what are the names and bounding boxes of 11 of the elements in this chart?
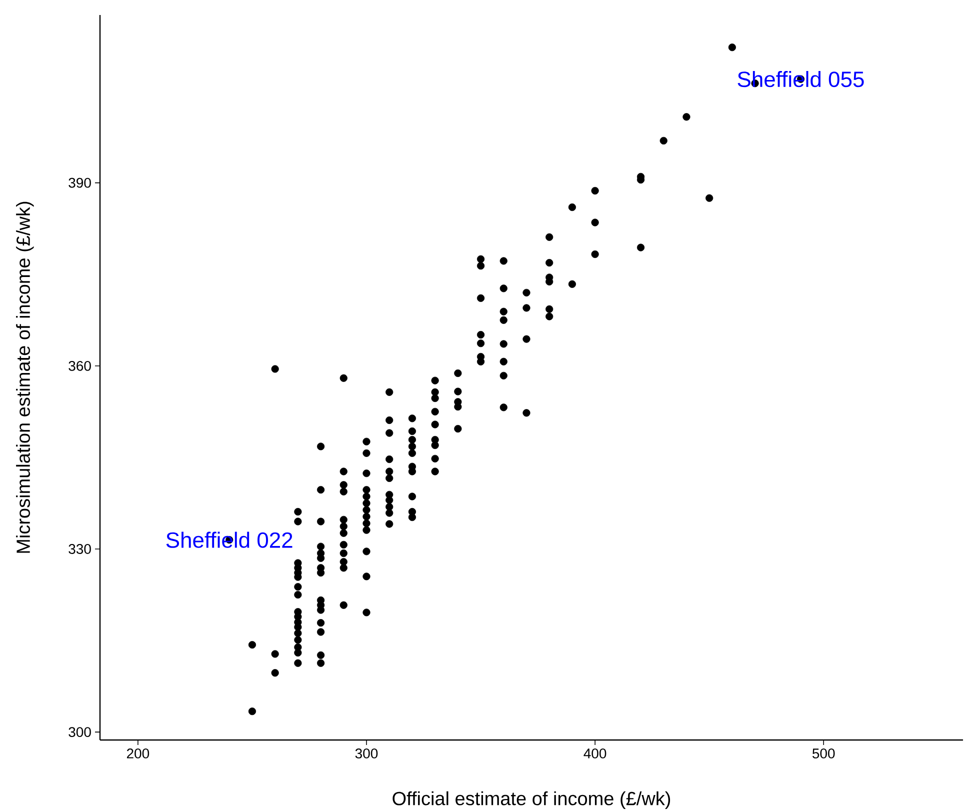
annotation: Sheffield 022 — [166, 532, 292, 548]
y-axis-title: Microsimulation estimate of income (£/wk) — [16, 202, 34, 553]
y-tick-label: 360 — [68, 360, 91, 371]
x-tick-label: 500 — [812, 748, 835, 758]
y-tick-label: 330 — [68, 544, 91, 554]
y-tick-label: 390 — [68, 178, 91, 188]
x-tick-label: 300 — [355, 748, 378, 758]
x-axis-title: Official estimate of income (£/wk) — [392, 791, 670, 810]
y-tick-label: 300 — [68, 727, 91, 738]
x-tick-label: 400 — [584, 748, 606, 758]
x-tick-label: 200 — [126, 748, 150, 758]
